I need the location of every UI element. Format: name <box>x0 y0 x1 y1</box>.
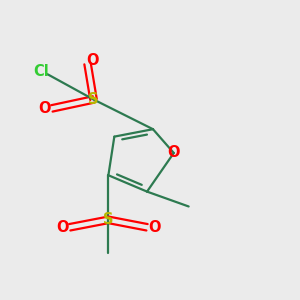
Text: O: O <box>86 53 98 68</box>
Text: O: O <box>38 101 51 116</box>
Text: O: O <box>148 220 161 235</box>
Text: S: S <box>103 212 114 227</box>
Text: S: S <box>88 92 99 107</box>
Text: O: O <box>56 220 69 235</box>
Text: Cl: Cl <box>34 64 50 79</box>
Text: O: O <box>167 146 180 160</box>
